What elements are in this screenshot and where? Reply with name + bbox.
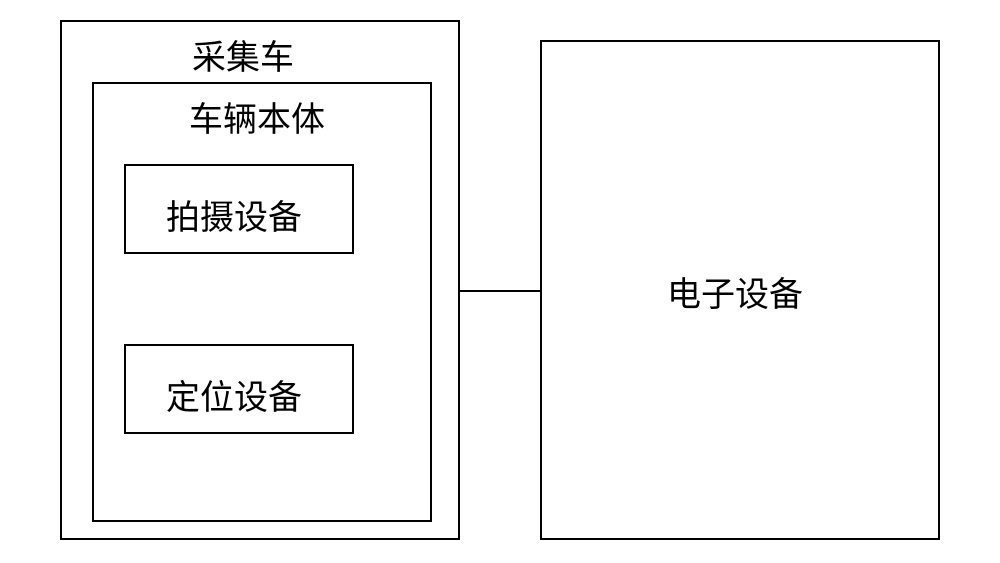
electronic-device-label: 电子设备	[667, 267, 803, 316]
electronic-device-box: 电子设备	[540, 40, 940, 540]
camera-device-box: 拍摄设备	[124, 164, 354, 254]
vehicle-body-box: 车辆本体 拍摄设备 定位设备	[92, 82, 432, 522]
collection-vehicle-label: 采集车	[192, 30, 294, 79]
vehicle-body-label: 车辆本体	[189, 92, 325, 141]
connector-line	[460, 290, 540, 292]
diagram-container: 采集车 车辆本体 拍摄设备 定位设备 电子设备	[60, 20, 940, 540]
positioning-device-label: 定位设备	[166, 370, 302, 419]
camera-device-label: 拍摄设备	[166, 190, 302, 239]
collection-vehicle-box: 采集车 车辆本体 拍摄设备 定位设备	[60, 20, 460, 540]
positioning-device-box: 定位设备	[124, 344, 354, 434]
